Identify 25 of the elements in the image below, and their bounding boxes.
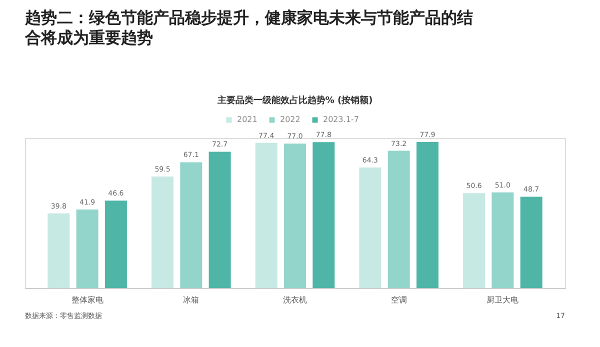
- x-tick-label: 厨卫大电: [486, 296, 519, 304]
- bar: [284, 144, 306, 288]
- bar: [520, 196, 542, 288]
- x-tick-label: 冰箱: [183, 296, 200, 304]
- bar: [208, 152, 231, 288]
- x-tick-label: 空调: [390, 296, 407, 304]
- legend-label: 2022: [280, 115, 300, 124]
- bar: [180, 162, 202, 288]
- x-tick-label: 洗衣机: [283, 296, 307, 304]
- legend-label: 2021: [237, 115, 258, 124]
- chart-subtitle: 主要品类一级能效占比趋势% (按销额): [216, 95, 373, 106]
- bar: [312, 142, 335, 288]
- bar: [463, 193, 486, 288]
- x-tick-label: 整体家电: [71, 296, 104, 304]
- chart-title: 趋势二：绿色节能产品稳步提升，健康家电未来与节能产品的结合将成为重要趋势: [24, 8, 473, 47]
- bar: [76, 209, 98, 288]
- bar: [388, 150, 410, 288]
- bar: [416, 142, 438, 288]
- legend-label: 2023.1-7: [323, 115, 359, 124]
- bar: [152, 176, 174, 288]
- bar: [492, 192, 514, 288]
- bar: [48, 213, 70, 288]
- bar: [104, 200, 127, 288]
- bar: [255, 142, 278, 288]
- bar: [359, 167, 382, 288]
